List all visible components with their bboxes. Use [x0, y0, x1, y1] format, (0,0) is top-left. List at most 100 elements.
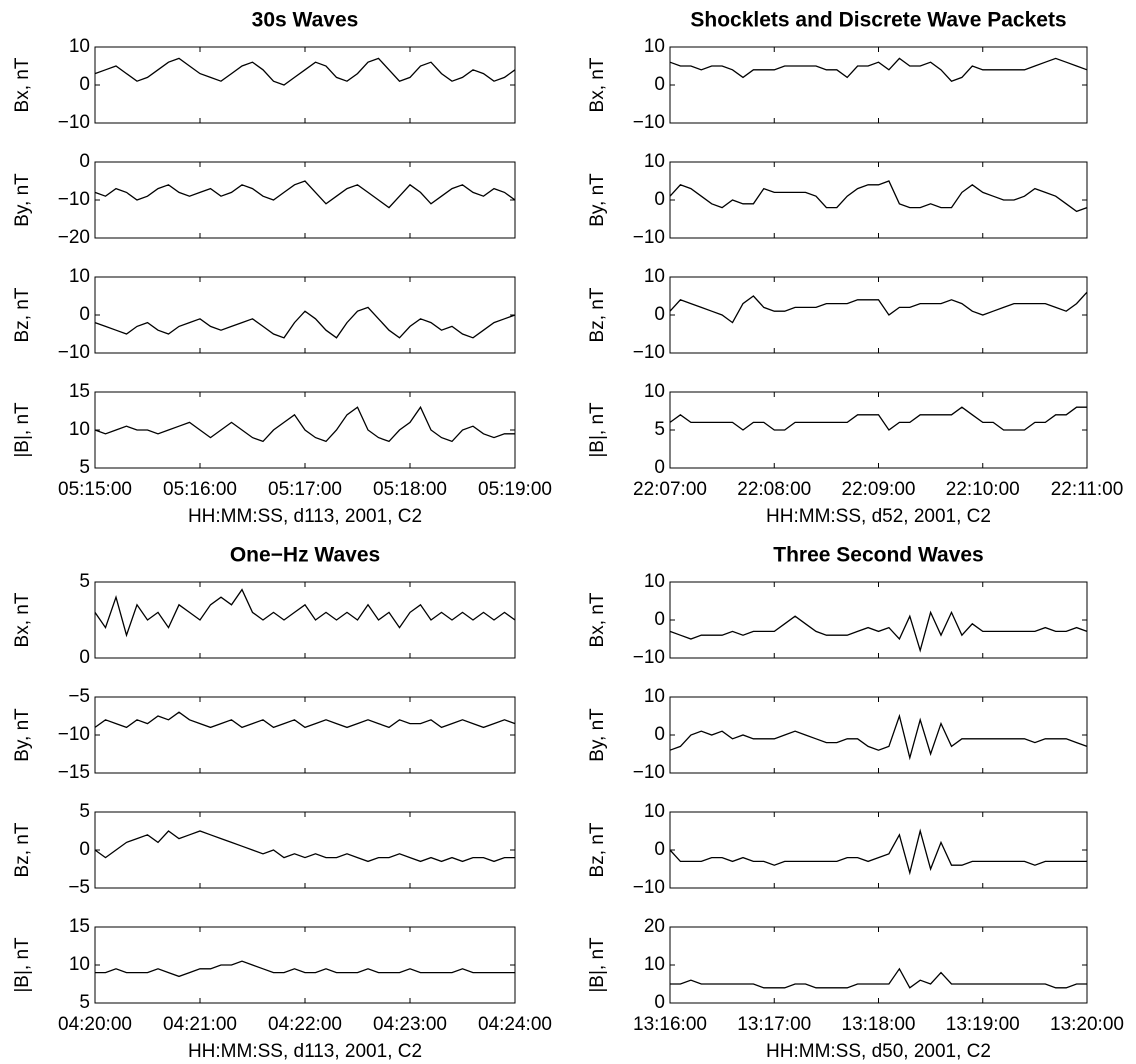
y-axis-label: Bz, nT: [587, 287, 608, 342]
axes-box: [669, 46, 1088, 124]
y-axis-label: By, nT: [12, 708, 33, 762]
y-tick-label: 10: [644, 151, 665, 172]
y-tick-label: −15: [58, 762, 90, 783]
y-tick-label: 5: [79, 457, 90, 478]
y-tick-label: 5: [654, 419, 665, 440]
y-tick-label: 15: [69, 916, 90, 937]
y-tick-label: 10: [644, 381, 665, 402]
x-tick-label: 04:22:00: [268, 1014, 342, 1035]
x-axis-label: HH:MM:SS, d113, 2001, C2: [188, 506, 422, 527]
x-tick-label: 04:23:00: [373, 1014, 447, 1035]
y-tick-label: 0: [654, 609, 665, 630]
data-line: [94, 57, 516, 86]
y-axis-label: Bx, nT: [12, 57, 33, 112]
x-axis-label: HH:MM:SS, d113, 2001, C2: [188, 1041, 422, 1062]
x-tick-label: 13:16:00: [633, 1014, 707, 1035]
y-tick-label: 10: [644, 36, 665, 57]
axes-box: [94, 276, 516, 354]
x-tick-label: 05:17:00: [268, 479, 342, 500]
x-tick-label: 13:17:00: [737, 1014, 811, 1035]
y-tick-label: 5: [79, 992, 90, 1013]
y-tick-label: 0: [79, 74, 90, 95]
y-tick-label: −10: [58, 342, 90, 363]
y-tick-label: 0: [79, 647, 90, 668]
axes-box: [669, 696, 1088, 774]
y-tick-label: 0: [79, 151, 90, 172]
x-axis-label: HH:MM:SS, d50, 2001, C2: [766, 1041, 991, 1062]
y-tick-label: 10: [644, 686, 665, 707]
y-axis-label: |B|, nT: [587, 937, 608, 993]
x-tick-label: 22:09:00: [842, 479, 916, 500]
y-axis-label: By, nT: [587, 173, 608, 227]
x-tick-label: 22:08:00: [737, 479, 811, 500]
data-line: [94, 405, 515, 443]
y-tick-label: −5: [68, 686, 90, 707]
y-tick-label: −10: [58, 189, 90, 210]
x-tick-label: 13:19:00: [946, 1014, 1020, 1035]
x-tick-label: 13:20:00: [1050, 1014, 1124, 1035]
y-axis-label: Bx, nT: [12, 592, 33, 647]
y-axis-label: Bz, nT: [12, 822, 33, 877]
y-tick-label: 0: [79, 304, 90, 325]
y-axis-label: |B|, nT: [12, 402, 33, 458]
y-tick-label: 10: [644, 571, 665, 592]
data-line: [670, 967, 1087, 989]
data-line: [94, 306, 516, 339]
y-axis-label: By, nT: [12, 173, 33, 227]
x-tick-label: 13:18:00: [842, 1014, 916, 1035]
data-line: [669, 713, 1088, 761]
data-line: [95, 960, 515, 978]
x-tick-label: 04:20:00: [58, 1014, 132, 1035]
x-tick-label: 22:10:00: [946, 479, 1020, 500]
y-tick-label: 0: [654, 724, 665, 745]
y-tick-label: −10: [58, 112, 90, 133]
x-tick-label: 04:24:00: [478, 1014, 552, 1035]
y-tick-label: −5: [68, 877, 90, 898]
data-line: [94, 180, 516, 209]
y-tick-label: 0: [79, 839, 90, 860]
data-line: [669, 828, 1087, 876]
axes-box: [94, 46, 516, 124]
data-line: [669, 291, 1088, 324]
y-tick-label: 0: [654, 304, 665, 325]
y-tick-label: 20: [644, 916, 665, 937]
axes-box: [669, 811, 1088, 889]
y-tick-label: −10: [633, 647, 665, 668]
data-line: [669, 57, 1088, 82]
y-tick-label: 0: [654, 457, 665, 478]
y-tick-label: 10: [69, 36, 90, 57]
y-tick-label: 0: [654, 74, 665, 95]
y-tick-label: 15: [69, 381, 90, 402]
y-tick-label: −10: [58, 724, 90, 745]
y-axis-label: Bz, nT: [587, 822, 608, 877]
y-axis-label: By, nT: [587, 708, 608, 762]
data-line: [94, 711, 516, 729]
y-tick-label: 10: [69, 266, 90, 287]
x-tick-label: 22:07:00: [633, 479, 707, 500]
chart-title: Three Second Waves: [773, 544, 983, 567]
data-line: [669, 180, 1088, 213]
axes-box: [669, 276, 1088, 354]
y-tick-label: 0: [654, 992, 665, 1013]
axes-box: [94, 696, 516, 774]
y-tick-label: −10: [633, 342, 665, 363]
y-tick-label: 10: [644, 954, 665, 975]
y-tick-label: 0: [654, 189, 665, 210]
axes-box: [669, 581, 1088, 659]
y-tick-label: 10: [69, 954, 90, 975]
x-tick-label: 04:21:00: [163, 1014, 237, 1035]
y-tick-label: 10: [644, 801, 665, 822]
y-axis-label: Bz, nT: [12, 287, 33, 342]
x-tick-label: 05:15:00: [58, 479, 132, 500]
data-line: [669, 406, 1087, 431]
y-axis-label: Bx, nT: [587, 57, 608, 112]
y-tick-label: −10: [633, 227, 665, 248]
y-tick-label: 5: [79, 801, 90, 822]
x-tick-label: 05:19:00: [478, 479, 552, 500]
x-tick-label: 05:18:00: [373, 479, 447, 500]
y-axis-label: |B|, nT: [587, 402, 608, 458]
x-tick-label: 05:16:00: [163, 479, 237, 500]
y-tick-label: −10: [633, 762, 665, 783]
y-axis-label: Bx, nT: [587, 592, 608, 647]
